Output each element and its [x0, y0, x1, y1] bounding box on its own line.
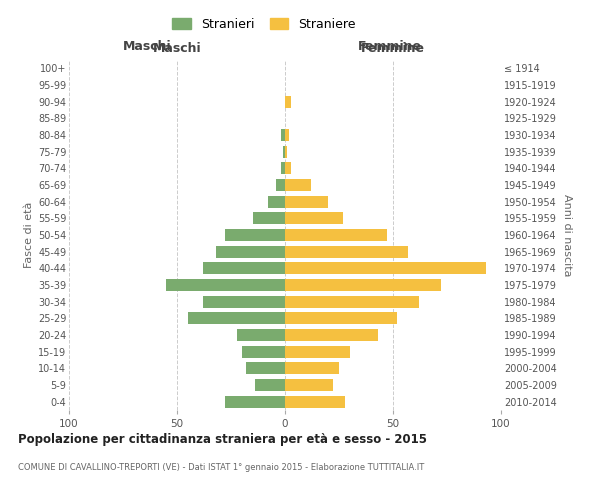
Bar: [238, 329, 285, 341]
Bar: [188, 312, 285, 324]
Bar: [285, 129, 289, 141]
Bar: [285, 396, 346, 407]
Bar: [281, 162, 285, 174]
Bar: [166, 279, 285, 291]
Bar: [216, 246, 285, 258]
Bar: [268, 196, 285, 207]
Text: Popolazione per cittadinanza straniera per età e sesso - 2015: Popolazione per cittadinanza straniera p…: [18, 432, 427, 446]
Text: Femmine: Femmine: [358, 40, 422, 52]
Bar: [285, 146, 287, 158]
Bar: [224, 229, 285, 241]
Bar: [285, 96, 292, 108]
Bar: [285, 229, 386, 241]
Bar: [253, 212, 285, 224]
Bar: [285, 196, 328, 207]
Text: COMUNE DI CAVALLINO-TREPORTI (VE) - Dati ISTAT 1° gennaio 2015 - Elaborazione TU: COMUNE DI CAVALLINO-TREPORTI (VE) - Dati…: [18, 462, 424, 471]
Bar: [246, 362, 285, 374]
Bar: [285, 312, 397, 324]
Bar: [203, 296, 285, 308]
Bar: [285, 179, 311, 191]
Y-axis label: Fasce di età: Fasce di età: [23, 202, 34, 268]
Bar: [285, 279, 440, 291]
Legend: Stranieri, Straniere: Stranieri, Straniere: [169, 14, 359, 34]
Bar: [281, 129, 285, 141]
Text: Maschi: Maschi: [122, 40, 172, 52]
Y-axis label: Anni di nascita: Anni di nascita: [562, 194, 572, 276]
Bar: [224, 396, 285, 407]
Bar: [285, 329, 378, 341]
Bar: [285, 362, 339, 374]
Text: Femmine: Femmine: [361, 42, 425, 55]
Bar: [285, 246, 408, 258]
Bar: [285, 212, 343, 224]
Bar: [285, 262, 486, 274]
Bar: [203, 262, 285, 274]
Bar: [255, 379, 285, 391]
Bar: [277, 179, 285, 191]
Bar: [283, 146, 285, 158]
Bar: [285, 346, 350, 358]
Bar: [285, 162, 292, 174]
Text: Maschi: Maschi: [152, 42, 202, 55]
Bar: [285, 379, 332, 391]
Bar: [285, 296, 419, 308]
Bar: [242, 346, 285, 358]
